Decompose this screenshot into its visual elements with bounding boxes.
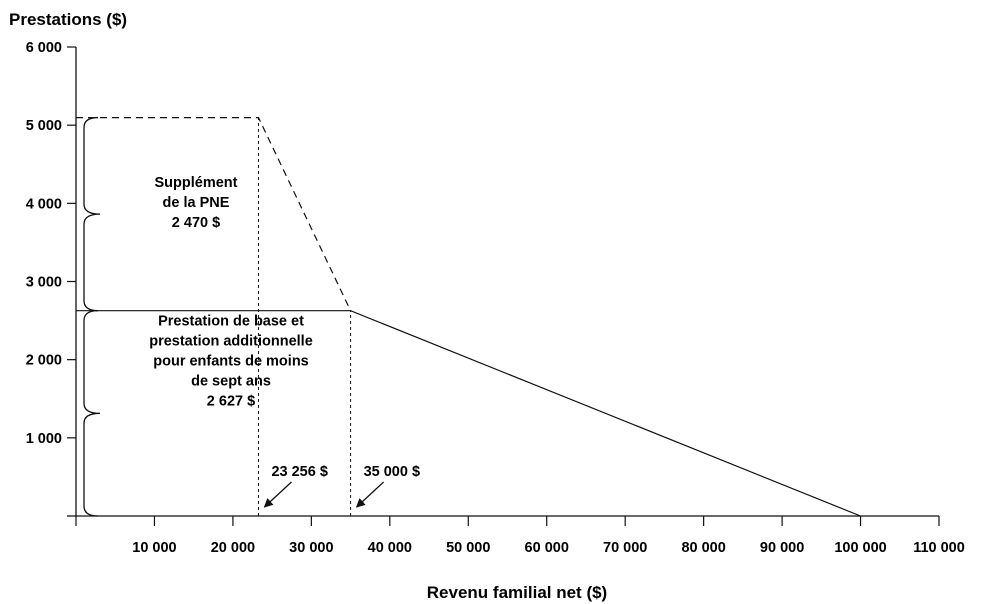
brace-text-line: prestation additionnelle xyxy=(149,334,313,350)
y-tick-label: 3 000 xyxy=(26,275,62,291)
y-tick-label: 5 000 xyxy=(26,118,62,134)
y-tick-label: 4 000 xyxy=(26,196,62,212)
x-tick-label: 40 000 xyxy=(368,540,412,556)
brace-text-line: 2 627 $ xyxy=(207,394,255,410)
annotation-arrow xyxy=(355,481,385,508)
x-axis-title: Revenu familial net ($) xyxy=(427,583,607,602)
braces: Supplément de la PNE 2 470 $ Prestation de … xyxy=(83,116,313,517)
brace-text-line: Supplément xyxy=(155,175,238,191)
brace-2 xyxy=(83,310,101,517)
series-line-dashed xyxy=(76,116,352,311)
x-tick-label: 110 000 xyxy=(913,540,965,556)
brace-text-line: pour enfants de moins xyxy=(153,354,309,370)
x-tick-label: 10 000 xyxy=(132,540,176,556)
brace-text-line: 2 470 $ xyxy=(172,215,220,231)
x-tick-label: 80 000 xyxy=(681,540,725,556)
x-tick-label: 100 000 xyxy=(834,540,886,556)
annotation-arrow xyxy=(263,481,292,508)
x-tick-label: 20 000 xyxy=(211,540,255,556)
y-axis-title: Prestations ($) xyxy=(9,10,127,29)
tick-labels: 1 000 2 000 3 000 4 000 5 000 6 000 10 000 20 0… xyxy=(26,40,965,556)
y-tick-label: 2 000 xyxy=(26,353,62,369)
x-tick-label: 60 000 xyxy=(525,540,569,556)
brace-1 xyxy=(83,116,101,312)
y-tick-label: 6 000 xyxy=(26,40,62,56)
annotations: 23 256 $ 35 000 $ xyxy=(263,464,420,508)
reference-lines xyxy=(257,117,352,516)
x-tick-label: 50 000 xyxy=(446,540,490,556)
y-tick-label: 1 000 xyxy=(26,431,62,447)
brace-text-line: de la PNE xyxy=(163,195,230,211)
brace-text-line: Prestation de base et xyxy=(158,314,304,330)
annotation-label: 23 256 $ xyxy=(271,464,327,480)
x-tick-label: 30 000 xyxy=(289,540,333,556)
x-tick-label: 90 000 xyxy=(760,540,804,556)
series-lines xyxy=(76,116,861,517)
annotation-label: 35 000 $ xyxy=(364,464,420,480)
brace-text-line: de sept ans xyxy=(191,374,271,390)
axes xyxy=(67,46,940,526)
x-tick-label: 70 000 xyxy=(603,540,647,556)
